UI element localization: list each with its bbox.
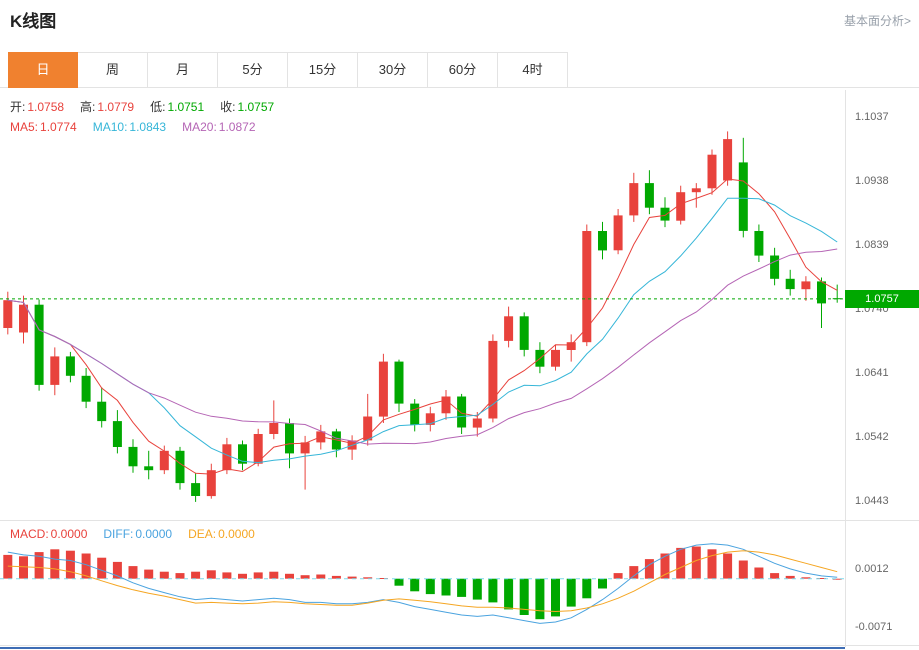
macd-legend: MACD: 0.0000 DIFF: 0.0000 DEA: 0.0000 — [10, 527, 271, 541]
macd-tick: 0.0012 — [855, 563, 889, 576]
timeframe-tabs: 日周月 5分 15分 30分 60分 4时 — [8, 52, 568, 88]
ma-item-2: MA20: 1.0872 — [182, 120, 256, 134]
panel-separator — [0, 520, 919, 521]
tab-5min[interactable]: 5分 — [218, 52, 288, 88]
bottom-blue-line — [0, 647, 845, 649]
fundamental-analysis-link[interactable]: 基本面分析> — [843, 14, 911, 28]
dea-line — [7, 550, 838, 613]
price-tick: 1.0542 — [855, 430, 889, 443]
current-price-tag: 1.0757 — [845, 289, 919, 308]
ma-line-ma5 — [7, 178, 838, 475]
tab-4hour[interactable]: 4时 — [498, 52, 568, 88]
price-tick: 1.0443 — [855, 494, 889, 507]
candles — [3, 131, 842, 502]
ohlc-item-1: 高: 1.0779 — [80, 100, 135, 114]
macd-item-1: DIFF: 0.0000 — [103, 527, 173, 541]
price-tick: 1.0839 — [855, 238, 889, 251]
price-tick: 1.0641 — [855, 366, 889, 379]
ma-line-ma10 — [7, 197, 838, 464]
ma-lines — [7, 178, 838, 475]
price-chart[interactable] — [0, 90, 845, 520]
macd-tick: -0.0071 — [855, 621, 893, 634]
ohlc-item-3: 收: 1.0757 — [220, 100, 275, 114]
ohlc-legend: 开: 1.0758 高: 1.0779 低: 1.0751 收: 1.0757 — [10, 98, 290, 115]
bottom-border — [0, 645, 919, 646]
ohlc-item-0: 开: 1.0758 — [10, 100, 65, 114]
macd-item-0: MACD: 0.0000 — [10, 527, 88, 541]
tab-week[interactable]: 周 — [78, 52, 148, 88]
ohlc-item-2: 低: 1.0751 — [150, 100, 205, 114]
macd-item-2: DEA: 0.0000 — [188, 527, 255, 541]
tab-60min[interactable]: 60分 — [428, 52, 498, 88]
price-axis: 1.1037 1.0938 1.0839 1.0740 1.0641 1.0542 1.04… — [845, 90, 919, 647]
price-tick: 1.0938 — [855, 174, 889, 187]
ma-legend: MA5: 1.0774 MA10: 1.0843 MA20: 1.0872 — [10, 120, 272, 134]
tab-month[interactable]: 月 — [148, 52, 218, 88]
price-tick: 1.1037 — [855, 110, 889, 123]
ma-line-ma20 — [7, 248, 838, 445]
tab-30min[interactable]: 30分 — [358, 52, 428, 88]
tab-day[interactable]: 日 — [8, 52, 78, 88]
ma-item-0: MA5: 1.0774 — [10, 120, 77, 134]
ma-item-1: MA10: 1.0843 — [92, 120, 167, 134]
diff-line — [7, 543, 838, 624]
tab-15min[interactable]: 15分 — [288, 52, 358, 88]
current-price-value: 1.0757 — [865, 292, 899, 305]
macd-bars — [3, 546, 842, 620]
page-title: K线图 — [10, 12, 57, 31]
macd-chart[interactable] — [0, 520, 845, 645]
